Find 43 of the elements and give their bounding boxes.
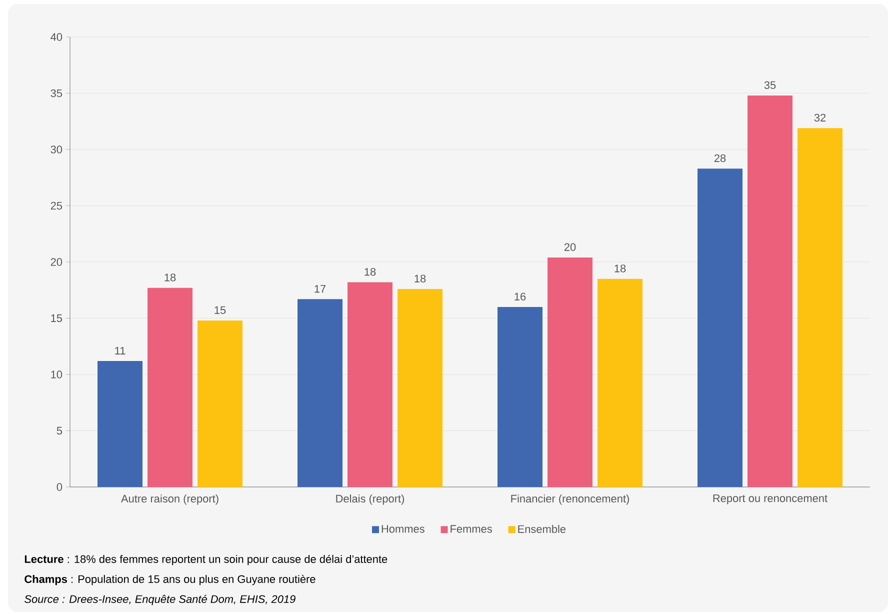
legend-label: Femmes	[450, 525, 492, 533]
y-tick-label: 35	[50, 89, 62, 98]
bar	[98, 360, 143, 487]
data-label: 18	[614, 264, 626, 272]
x-tick-label: Report ou renoncement	[713, 494, 828, 504]
data-label: 18	[414, 274, 426, 282]
text: Source : Drees-Insee, Enquête Santé Dom, EHIS, 2019	[24, 594, 296, 606]
data-label: 35	[764, 81, 776, 89]
bar	[498, 306, 543, 487]
bar	[198, 320, 243, 487]
data-label: 18	[164, 274, 176, 282]
y-tick-label: 20	[50, 258, 62, 266]
data-label: 17	[314, 285, 326, 293]
y-tick-label: 15	[51, 314, 62, 322]
data-label: 20	[564, 243, 576, 251]
text: Champs : Population de 15 ans ou plus en Guyane routière	[24, 574, 316, 586]
bar	[748, 95, 793, 487]
y-tick-label: 25	[50, 202, 62, 210]
data-label: 16	[514, 292, 526, 300]
bar	[798, 128, 843, 487]
bar	[398, 288, 443, 487]
y-tick-label: 0	[56, 483, 62, 491]
bar	[548, 257, 593, 487]
bar	[598, 278, 643, 487]
data-label: 18	[364, 268, 376, 276]
bar	[698, 168, 743, 487]
y-tick-label: 30	[50, 146, 62, 154]
bar	[348, 282, 393, 487]
y-tick-label: 40	[50, 33, 62, 41]
x-tick-label: Financier (renoncement)	[511, 494, 629, 505]
bar	[148, 288, 193, 487]
y-tick-label: 5	[56, 426, 62, 435]
x-tick-label: Autre raison (report)	[120, 494, 218, 505]
legend-label: Hommes	[382, 525, 424, 533]
legend-label: Ensemble	[518, 524, 566, 533]
bar	[298, 299, 343, 487]
data-label: 28	[714, 154, 726, 162]
y-tick-label: 10	[51, 370, 62, 378]
data-label: 11	[115, 346, 126, 354]
x-tick-label: Delais (report)	[336, 494, 404, 505]
text: Lecture : 18% des femmes reportent un soin pour cause de délai d’attente	[24, 554, 388, 566]
data-label: 15	[214, 306, 226, 314]
data-label: 32	[814, 114, 826, 122]
